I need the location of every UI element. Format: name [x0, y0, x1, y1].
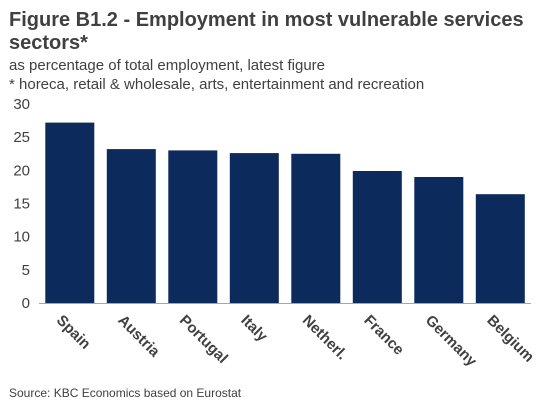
- chart-note: * horeca, retail & wholesale, arts, ente…: [9, 76, 425, 93]
- x-tick-label: Netherl.: [299, 312, 351, 364]
- bar-portugal: [168, 150, 218, 303]
- x-tick-label: Spain: [53, 312, 94, 353]
- y-tick-label: 20: [13, 162, 30, 179]
- x-tick-label: Germany: [422, 312, 480, 370]
- x-tick-label: Austria: [114, 312, 163, 361]
- x-tick-label: France: [360, 312, 407, 359]
- bar-belgium: [475, 194, 525, 303]
- chart-subtitle: as percentage of total employment, lates…: [9, 57, 326, 74]
- chart-title-line1: Figure B1.2 - Employment in most vulnera…: [9, 9, 524, 31]
- x-tick-label: Italy: [237, 312, 271, 346]
- y-tick-label: 0: [22, 295, 30, 312]
- bar-germany: [414, 177, 464, 303]
- source-note: Source: KBC Economics based on Eurostat: [9, 386, 242, 400]
- y-tick-label: 30: [13, 96, 30, 113]
- y-axis: 0 5 10 15 20 25 30: [13, 96, 30, 312]
- y-tick-label: 15: [13, 196, 30, 213]
- x-axis-labels: Spain Austria Portugal Italy Netherl. France G…: [53, 312, 537, 370]
- bar-spain: [45, 122, 95, 303]
- chart-title-line2: sectors*: [9, 32, 88, 54]
- bar-netherl: [291, 153, 341, 304]
- chart-title: Figure B1.2 - Employment in most vulnera…: [9, 9, 529, 55]
- bar-italy: [229, 153, 279, 303]
- y-tick-label: 10: [13, 229, 30, 246]
- bar-austria: [106, 149, 156, 303]
- bar-france: [352, 171, 402, 303]
- y-tick-label: 25: [13, 129, 30, 146]
- bars: [45, 122, 525, 304]
- x-tick-label: Portugal: [176, 312, 231, 367]
- x-tick-label: Belgium: [483, 312, 537, 366]
- y-tick-label: 5: [22, 262, 30, 279]
